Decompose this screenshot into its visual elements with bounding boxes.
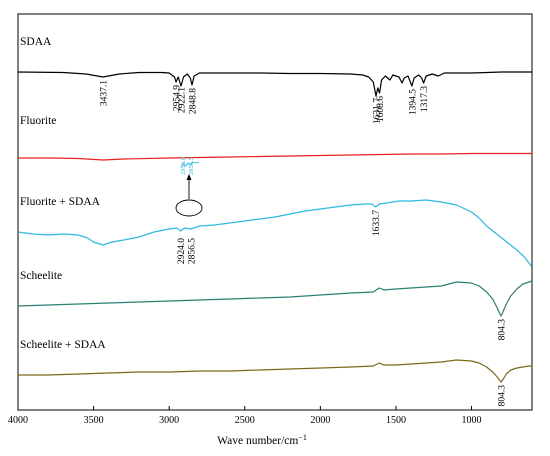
series-line-4	[18, 359, 532, 383]
series-line-2	[17, 199, 532, 267]
peak-label: 1608.6	[376, 96, 386, 122]
zoom-arrow-head	[186, 174, 192, 180]
peak-label: 2954.9	[173, 85, 183, 111]
zoom-inset: 2954.0 2856.5	[175, 157, 203, 217]
inset-label: 2954.0	[180, 157, 187, 175]
peak-label: 1394.5	[408, 89, 418, 115]
series-label: Fluorite	[20, 115, 56, 127]
x-tick-label: 1500	[386, 415, 406, 426]
zoom-inset-curve	[180, 161, 200, 167]
inset-label: 2856.5	[188, 157, 195, 175]
zoom-circle	[175, 199, 203, 217]
series-line-0	[17, 71, 532, 97]
peak-label: 2848.8	[189, 88, 199, 114]
peak-label: 1633.7	[372, 210, 382, 236]
x-tick-label: 2500	[235, 415, 255, 426]
x-tick-label: 1000	[462, 415, 482, 426]
x-tick-label: 3500	[84, 415, 104, 426]
peak-label: 804.3	[498, 319, 508, 341]
peak-label: 2922.1	[178, 87, 188, 113]
peak-label: 1631.7	[373, 98, 383, 124]
peak-label: 3437.1	[100, 80, 110, 106]
x-tick-label: 3000	[159, 415, 179, 426]
peak-label: 2924.0	[177, 238, 187, 264]
series-label: Scheelite	[20, 270, 62, 282]
x-tick-label: 4000	[8, 415, 28, 426]
x-axis-ticks: 4000 3500 3000 2500 2000 1500 1000	[8, 406, 482, 426]
peak-label: 804.3	[498, 385, 508, 407]
peak-label: 2856.5	[187, 238, 197, 264]
peak-label: 1317.3	[420, 86, 430, 112]
spectra-curves	[17, 71, 533, 383]
series-labels: SDAA Fluorite Fluorite + SDAA Scheelite Sche…	[20, 36, 106, 351]
series-label: Scheelite + SDAA	[20, 339, 106, 351]
series-line-1	[18, 152, 532, 161]
x-tick-label: 2000	[310, 415, 330, 426]
x-axis-label: Wave number/cm−1	[217, 433, 307, 447]
series-label: Fluorite + SDAA	[20, 196, 101, 208]
series-label: SDAA	[20, 36, 52, 48]
plot-frame	[17, 13, 533, 411]
series-line-3	[17, 280, 533, 317]
